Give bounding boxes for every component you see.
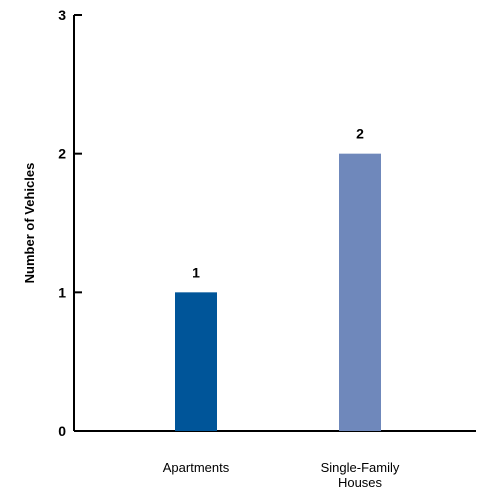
y-axis-title: Number of Vehicles <box>22 163 37 284</box>
category-labels: Apartments Single-Family Houses <box>163 460 400 490</box>
x-category-label: Single-Family Houses <box>321 460 400 490</box>
data-label: 2 <box>356 126 364 142</box>
x-category-label-line: Apartments <box>163 460 230 475</box>
y-tick-label: 3 <box>58 7 66 23</box>
data-labels: 12 <box>192 126 364 281</box>
data-label: 1 <box>192 264 200 280</box>
x-category-label: Apartments <box>163 460 230 475</box>
y-tick-label: 1 <box>58 284 66 300</box>
y-ticks: 0 1 2 3 <box>58 7 82 439</box>
bar <box>339 153 381 431</box>
y-tick-label: 2 <box>58 146 66 162</box>
x-category-label-line: Houses <box>338 475 383 490</box>
y-tick-label: 0 <box>58 423 66 439</box>
bar <box>175 292 217 431</box>
bars <box>175 153 381 431</box>
axes <box>73 15 476 432</box>
x-category-label-line: Single-Family <box>321 460 400 475</box>
